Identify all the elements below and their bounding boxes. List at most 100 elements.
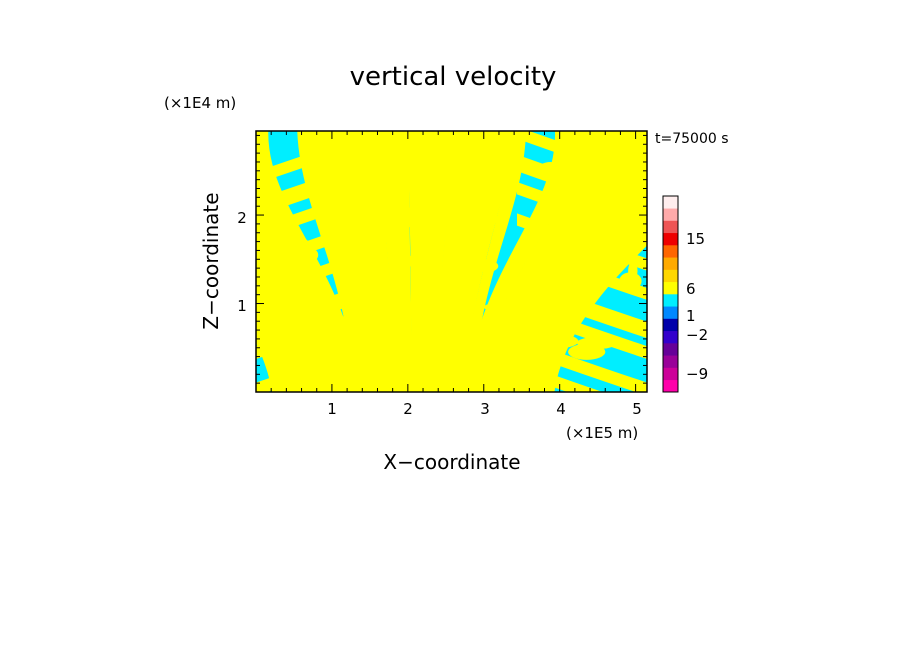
- positive-velocity-patch: [554, 187, 579, 197]
- positive-velocity-band: [256, 131, 357, 392]
- x-axis-label: X−coordinate: [383, 450, 520, 474]
- positive-velocity-patch: [628, 174, 647, 190]
- positive-velocity-patch: [568, 343, 606, 360]
- positive-velocity-band: [256, 154, 386, 217]
- x-tick-label: 5: [632, 400, 642, 418]
- positive-velocity-band: [256, 301, 386, 359]
- axis-ticks: [256, 131, 647, 392]
- x-tick-label: 4: [556, 400, 566, 418]
- positive-velocity-band: [517, 213, 647, 271]
- positive-velocity-band: [487, 131, 622, 392]
- positive-velocity-patch: [383, 222, 399, 243]
- colorbar-segment: [663, 306, 678, 319]
- positive-velocity-patch: [270, 234, 311, 259]
- colorbar-segment: [663, 208, 678, 221]
- positive-velocity-band: [517, 182, 647, 240]
- chart-title: vertical velocity: [350, 62, 557, 92]
- colorbar-segment: [663, 294, 678, 307]
- colorbar-segment: [663, 355, 678, 368]
- colorbar-label: 1: [686, 307, 696, 325]
- positive-velocity-band: [256, 274, 310, 392]
- positive-velocity-patch: [397, 199, 408, 223]
- positive-velocity-patch: [539, 334, 579, 349]
- colorbar-segment: [663, 343, 678, 356]
- x-scale-label: (×1E5 m): [566, 424, 638, 442]
- colorbar-label: 15: [686, 230, 705, 248]
- positive-velocity-band: [517, 276, 647, 339]
- positive-velocity-band: [256, 276, 386, 339]
- positive-velocity-band: [256, 182, 386, 240]
- positive-velocity-patch: [353, 165, 393, 185]
- y-tick-label: 2: [237, 209, 247, 227]
- positive-velocity-band: [377, 131, 403, 392]
- positive-velocity-patch: [628, 261, 638, 280]
- positive-velocity-patch: [474, 259, 499, 273]
- colorbar-segment: [663, 330, 678, 344]
- colorbar-segment: [663, 232, 678, 246]
- colorbar-segment: [663, 196, 678, 209]
- positive-velocity-patch: [324, 212, 357, 226]
- positive-velocity-band: [517, 242, 647, 300]
- velocity-field: [256, 131, 647, 392]
- x-tick-label: 3: [480, 400, 490, 418]
- positive-velocity-band: [444, 131, 497, 392]
- positive-velocity-band: [517, 131, 647, 184]
- colorbar-frame: [662, 195, 679, 393]
- positive-velocity-patch: [436, 166, 471, 177]
- colorbar-segment: [663, 269, 678, 283]
- x-tick-label: 1: [327, 400, 337, 418]
- y-axis-label: Z−coordinate: [199, 192, 223, 329]
- positive-velocity-patch: [328, 134, 351, 154]
- time-label: t=75000 s: [655, 131, 729, 147]
- positive-velocity-patch: [537, 162, 564, 179]
- positive-velocity-band: [548, 237, 647, 392]
- positive-velocity-patch: [485, 361, 518, 383]
- positive-velocity-band: [521, 177, 647, 392]
- positive-velocity-patch: [433, 266, 455, 282]
- positive-velocity-patch: [371, 286, 387, 298]
- colorbar-segment: [663, 257, 678, 270]
- colorbar-segment: [663, 318, 678, 332]
- colorbar-segment: [663, 379, 678, 393]
- positive-velocity-band: [517, 337, 647, 392]
- positive-velocity-band: [256, 324, 283, 392]
- positive-velocity-patch: [395, 254, 415, 268]
- colorbar-segment: [663, 281, 678, 295]
- colorbar-label: −9: [686, 365, 708, 383]
- y-tick-label: 1: [237, 297, 247, 315]
- colorbar-label: 6: [686, 280, 696, 298]
- positive-velocity-patch: [368, 354, 408, 369]
- positive-velocity-band: [300, 362, 386, 392]
- positive-velocity-patch: [296, 339, 317, 347]
- positive-velocity-band: [256, 262, 316, 392]
- positive-velocity-band: [424, 131, 455, 392]
- positive-velocity-patch: [387, 136, 414, 147]
- positive-velocity-patch: [268, 313, 285, 331]
- positive-velocity-patch: [502, 386, 542, 392]
- positive-velocity-patch: [406, 131, 426, 142]
- positive-velocity-band: [297, 131, 369, 392]
- x-tick-label: 2: [403, 400, 413, 418]
- colorbar-label: −2: [686, 326, 708, 344]
- positive-velocity-patch: [481, 212, 498, 226]
- colorbar-segment: [663, 367, 678, 381]
- colorbar: [663, 196, 678, 393]
- positive-velocity-patch: [611, 255, 634, 264]
- colorbar-segment: [663, 245, 678, 258]
- positive-velocity-patch: [360, 225, 382, 240]
- positive-velocity-patch: [501, 279, 530, 288]
- positive-velocity-patch: [495, 296, 509, 318]
- positive-velocity-band: [463, 131, 527, 392]
- y-scale-label: (×1E4 m): [164, 94, 236, 112]
- colorbar-segment: [663, 220, 678, 234]
- positive-velocity-band: [256, 147, 353, 392]
- positive-velocity-patch: [312, 346, 350, 370]
- positive-velocity-patch: [308, 249, 319, 261]
- positive-velocity-band: [256, 242, 386, 300]
- positive-velocity-band: [485, 131, 607, 392]
- positive-velocity-patch: [432, 296, 457, 305]
- positive-velocity-patch: [439, 359, 449, 366]
- plot-frame: [255, 130, 648, 393]
- positive-velocity-band: [256, 131, 386, 184]
